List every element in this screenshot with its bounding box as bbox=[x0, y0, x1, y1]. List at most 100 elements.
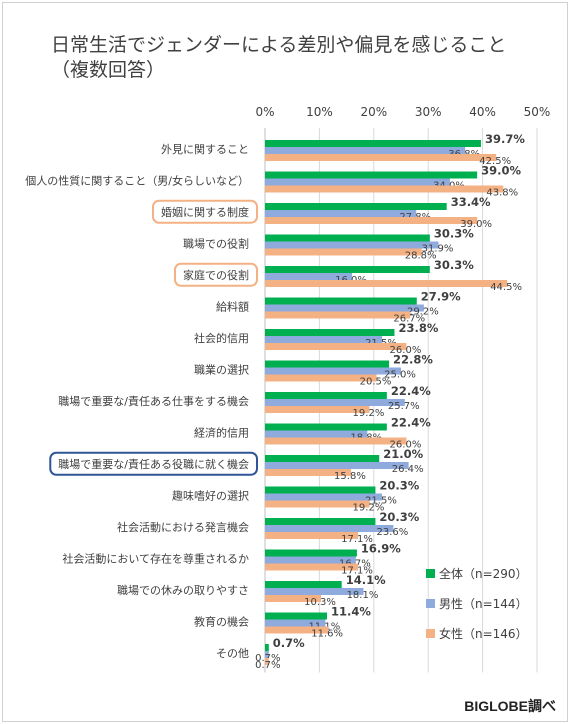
label-highlight-frame bbox=[49, 451, 258, 476]
bar-female bbox=[265, 595, 322, 602]
x-tick-label: 20% bbox=[360, 105, 387, 119]
value-label-all: 14.1% bbox=[346, 573, 386, 587]
bar-female bbox=[265, 343, 407, 350]
value-label-all: 11.4% bbox=[331, 605, 371, 619]
value-label-male: 25.0% bbox=[384, 370, 416, 381]
category-label: 趣味嗜好の選択 bbox=[172, 488, 249, 502]
bar-all bbox=[265, 266, 430, 273]
source-label: BIGLOBE調べ bbox=[464, 698, 556, 714]
bar-female bbox=[265, 406, 370, 413]
bar-male bbox=[265, 147, 466, 154]
value-label-female: 15.8% bbox=[334, 471, 366, 482]
bar-female bbox=[265, 437, 407, 445]
value-label-female: 26.0% bbox=[390, 345, 422, 356]
legend-swatch-male bbox=[426, 599, 435, 608]
x-tick-label: 50% bbox=[524, 105, 551, 119]
value-label-female: 20.5% bbox=[360, 377, 392, 388]
bar-female bbox=[265, 500, 370, 508]
value-label-female: 17.1% bbox=[341, 566, 373, 577]
legend-label-male: 男性（n=144） bbox=[439, 597, 528, 611]
value-label-all: 39.0% bbox=[481, 164, 521, 178]
value-label-all: 22.4% bbox=[391, 416, 431, 430]
bar-female bbox=[265, 248, 422, 256]
bar-male bbox=[265, 462, 409, 469]
bar-male bbox=[265, 367, 401, 375]
bar-female bbox=[265, 217, 478, 224]
value-label-female: 19.2% bbox=[353, 408, 385, 419]
x-tick-label: 10% bbox=[306, 105, 333, 119]
bar-female bbox=[265, 185, 504, 193]
value-label-male: 29.2% bbox=[407, 307, 439, 318]
bar-all bbox=[265, 581, 342, 588]
value-label-all: 33.4% bbox=[451, 195, 491, 209]
bar-male bbox=[265, 556, 356, 564]
bar-all bbox=[265, 518, 376, 525]
category-label: 職場で重要な/責任ある仕事をする機会 bbox=[58, 394, 249, 408]
value-label-female: 26.0% bbox=[390, 440, 422, 451]
bar-male bbox=[265, 304, 424, 312]
bar-male bbox=[265, 336, 382, 343]
value-label-male: 25.7% bbox=[388, 401, 420, 412]
category-label: 給料額 bbox=[216, 299, 249, 313]
value-label-female: 28.8% bbox=[405, 251, 437, 262]
bar-female bbox=[265, 626, 329, 634]
bar-all bbox=[265, 644, 269, 651]
bar-female bbox=[265, 532, 359, 539]
x-tick-label: 40% bbox=[469, 105, 496, 119]
category-label: 個人の性質に関すること（男/女らしいなど） bbox=[25, 173, 249, 187]
bar-all bbox=[265, 297, 417, 305]
bar-male bbox=[265, 241, 439, 249]
value-label-female: 11.6% bbox=[311, 629, 343, 640]
value-label-male: 18.1% bbox=[347, 590, 379, 601]
bar-all bbox=[265, 234, 430, 242]
bar-all bbox=[265, 360, 390, 368]
bar-female bbox=[265, 374, 377, 382]
value-label-all: 23.8% bbox=[398, 321, 438, 335]
bar-male bbox=[265, 399, 405, 406]
bar-all bbox=[265, 203, 447, 210]
bar-all bbox=[265, 171, 478, 179]
bar-male bbox=[265, 273, 353, 280]
value-label-female: 39.0% bbox=[460, 219, 492, 230]
category-label: 経済的信用 bbox=[194, 425, 249, 439]
bar-all bbox=[265, 612, 328, 620]
value-label-all: 16.9% bbox=[361, 542, 401, 556]
value-label-all: 27.9% bbox=[421, 290, 461, 304]
x-tick-label: 0% bbox=[255, 105, 274, 119]
category-label: 外見に関すること bbox=[161, 143, 249, 156]
bar-male bbox=[265, 588, 364, 595]
value-label-male: 21.5% bbox=[365, 496, 397, 507]
category-label: 教育の機会 bbox=[194, 614, 249, 628]
bar-female bbox=[265, 563, 359, 571]
bar-female bbox=[265, 469, 351, 476]
category-label: 職業の選択 bbox=[194, 362, 249, 376]
category-label: 家庭での役割 bbox=[183, 268, 249, 282]
category-label: 社会活動における発言機会 bbox=[117, 520, 249, 534]
legend-swatch-female bbox=[426, 629, 435, 638]
value-label-female: 17.1% bbox=[341, 534, 373, 545]
value-label-all: 0.7% bbox=[273, 636, 305, 650]
category-label: 職場で重要な/責任ある役職に就く機会 bbox=[58, 457, 249, 471]
bar-male bbox=[265, 210, 417, 217]
bar-female bbox=[265, 658, 269, 665]
bar-male bbox=[265, 525, 394, 532]
chart-title-line2: （複数回答） bbox=[51, 59, 166, 81]
bar-all bbox=[265, 549, 357, 557]
label-highlight-frame bbox=[152, 199, 258, 224]
bar-all bbox=[265, 423, 387, 431]
value-label-male: 26.4% bbox=[392, 464, 424, 475]
chart-title-line1: 日常生活でジェンダーによる差別や偏見を感じること bbox=[51, 34, 507, 56]
value-label-all: 22.8% bbox=[393, 353, 433, 367]
label-highlight-frame bbox=[174, 262, 258, 287]
bar-male bbox=[265, 651, 269, 658]
bar-all bbox=[265, 392, 387, 399]
value-label-all: 21.0% bbox=[383, 447, 423, 461]
legend-label-all: 全体（n=290） bbox=[439, 566, 528, 581]
bar-male bbox=[265, 178, 450, 186]
value-label-all: 20.3% bbox=[379, 510, 419, 524]
category-label: その他 bbox=[216, 647, 249, 660]
bar-all bbox=[265, 140, 481, 147]
legend-label-female: 女性（n=146） bbox=[439, 626, 528, 641]
value-label-female: 43.8% bbox=[486, 188, 518, 199]
